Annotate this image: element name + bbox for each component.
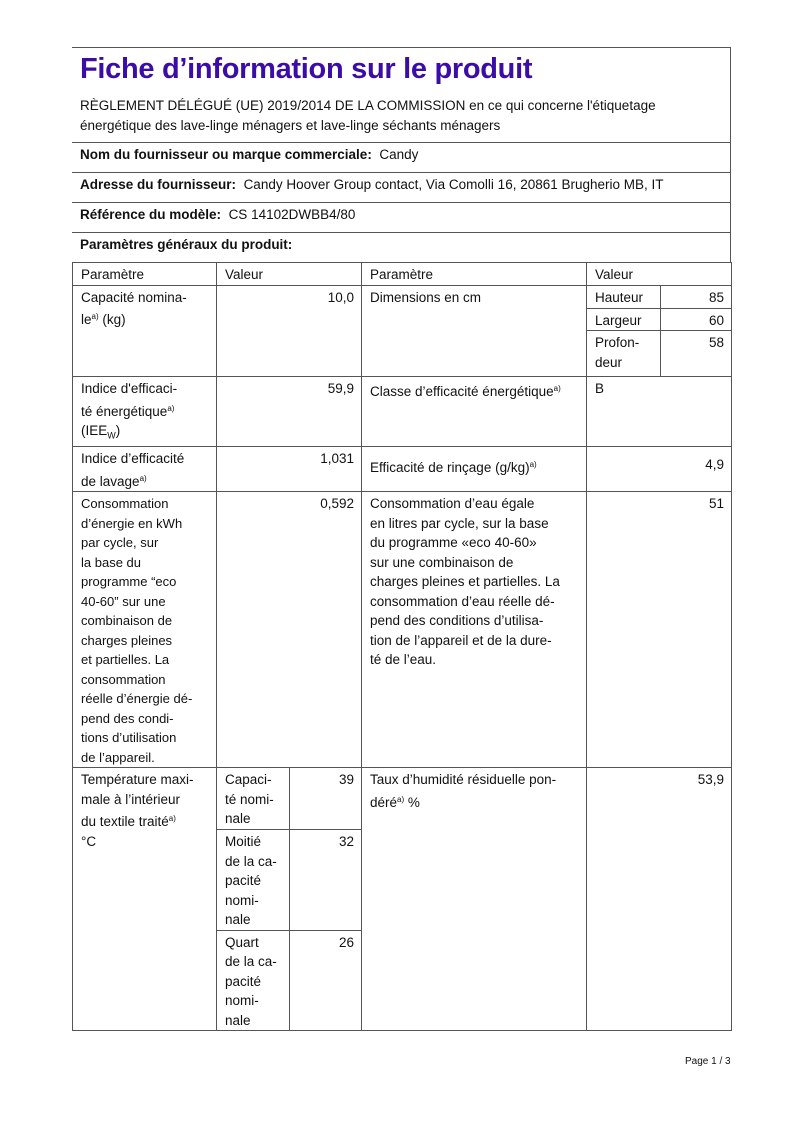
top-rule [72,47,731,48]
model-value: CS 14102DWBB4/80 [228,207,356,222]
height-label: Hauteur [586,284,661,309]
table-row: Température maxi- male à l’intérieur du … [72,767,732,1032]
temp-sub-label: Moitié de la ca- pacité nomi- nale [216,829,290,931]
page-number: Page 1 / 3 [685,1056,731,1067]
capacity-value: 10,0 [216,284,362,377]
energy-class-value: B [586,375,732,448]
title-section: Fiche d’information sur le produit RÈGLE… [72,47,731,143]
model-label: Référence du modèle: [80,207,222,222]
address-label: Adresse du fournisseur: [80,177,237,192]
header-param-2: Paramètre [361,262,587,286]
product-table: Paramètre Valeur Paramètre Valeur Capaci… [72,262,732,1032]
wash-label: Indice d’efficacité de lavagea) [72,446,217,493]
regulation-text: RÈGLEMENT DÉLÉGUÉ (UE) 2019/2014 DE LA C… [80,98,656,133]
eei-value: 59,9 [216,375,362,448]
page-title: Fiche d’information sur le produit [80,53,533,85]
header-value-2: Valeur [586,262,732,286]
address-value: Candy Hoover Group contact, Via Comolli … [243,177,664,192]
model-row: Référence du modèle: CS 14102DWBB4/80 [72,202,731,232]
table-row: Quart de la ca- pacité nomi- nale 26 [73,929,732,1032]
table-row: Capacité nomina- lea) (kg) 10,0 Dimensio… [72,284,732,377]
humidity-value: 53,9 [586,767,732,1032]
params-label: Paramètres généraux du produit: [80,237,293,252]
width-value: 60 [660,307,732,331]
depth-value: 58 [660,330,732,377]
energy-label: Consommation d’énergie en kWh par cycle,… [72,491,217,769]
water-label: Consommation d’eau égale en litres par c… [361,491,587,769]
temperature-label: Température maxi- male à l’intérieur du … [72,767,217,1032]
temp-sub-label: Capaci- té nomi- nale [216,767,290,831]
energy-class-label: Classe d’efficacité énergétiquea) [361,375,587,448]
eei-label: Indice d'efficaci- té énergétiquea) (IEE… [72,375,217,448]
dimensions-label: Dimensions en cm [361,284,587,377]
header-value: Valeur [216,262,362,286]
capacity-label: Capacité nomina- lea) (kg) [72,284,217,377]
table-row: Indice d'efficaci- té énergétiquea) (IEE… [72,375,732,448]
temp-sub-value: 26 [289,929,362,1032]
supplier-value: Candy [379,147,419,162]
table-header-row: Paramètre Valeur Paramètre Valeur [72,262,732,286]
supplier-label: Nom du fournisseur ou marque commerciale… [80,147,372,162]
depth-label: Profon- deur [586,330,661,377]
water-value: 51 [586,491,732,769]
table-row: Indice d’efficacité de lavagea) 1,031 Ef… [72,446,732,493]
supplier-row: Nom du fournisseur ou marque commerciale… [72,142,731,172]
humidity-label: Taux d’humidité résiduelle pon- déréa) % [361,767,587,1032]
table-row: Consommation d’énergie en kWh par cycle,… [72,491,732,769]
height-value: 85 [660,284,732,309]
rinse-label: Efficacité de rinçage (g/kg)a) [361,446,587,493]
table-row: Moitié de la ca- pacité nomi- nale 32 [73,829,732,931]
wash-value: 1,031 [216,446,362,493]
rinse-value: 4,9 [586,446,732,493]
temp-sub-label: Quart de la ca- pacité nomi- nale [216,929,290,1032]
header-param: Paramètre [72,262,217,286]
width-label: Largeur [586,307,661,331]
temp-sub-value: 39 [289,767,362,831]
temp-sub-value: 32 [289,829,362,931]
params-row: Paramètres généraux du produit: [72,232,731,262]
address-row: Adresse du fournisseur: Candy Hoover Gro… [72,172,731,202]
energy-value: 0,592 [216,491,362,769]
